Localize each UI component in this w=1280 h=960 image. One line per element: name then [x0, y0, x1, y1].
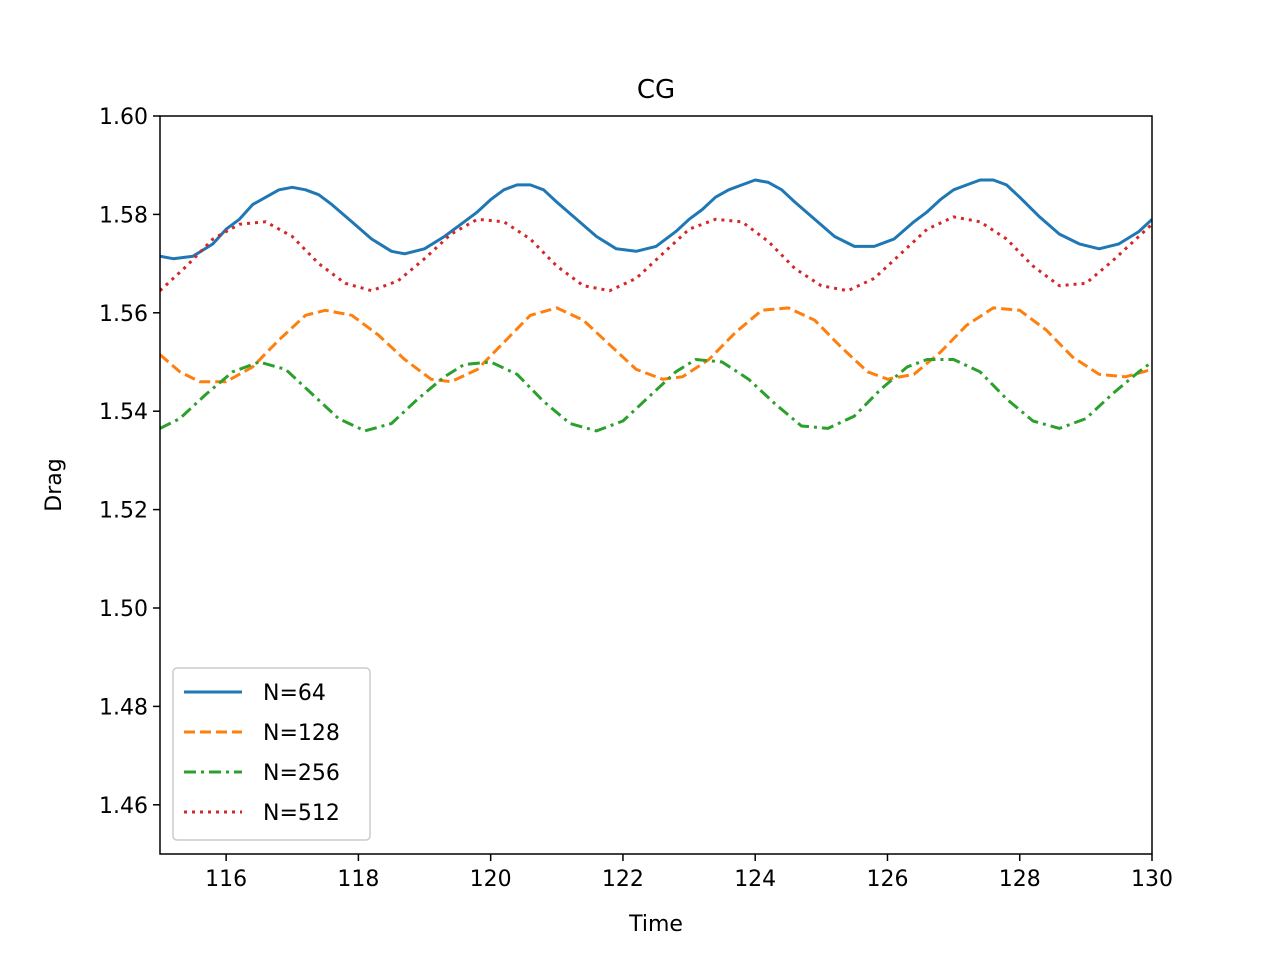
x-tick-label: 130	[1131, 867, 1173, 892]
series-line-n-64	[160, 178, 1152, 261]
x-tick-label: 126	[866, 867, 908, 892]
legend-label: N=256	[263, 761, 340, 786]
x-axis-label: Time	[628, 912, 683, 937]
y-tick-label: 1.48	[99, 695, 148, 720]
y-axis: 1.46 1.48 1.50 1.52 1.54 1.56 1.58 1.60	[99, 105, 160, 819]
x-tick-label: 122	[602, 867, 644, 892]
y-tick-label: 1.46	[99, 794, 148, 819]
legend-label: N=128	[263, 721, 340, 746]
x-tick-label: 128	[999, 867, 1041, 892]
y-axis-label: Drag	[42, 458, 67, 511]
x-tick-label: 116	[205, 867, 247, 892]
x-tick-label: 124	[734, 867, 776, 892]
chart-title: CG	[637, 75, 675, 105]
legend-label: N=64	[263, 681, 326, 706]
y-tick-label: 1.56	[99, 302, 148, 327]
y-tick-label: 1.58	[99, 203, 148, 228]
series-line-n-128	[160, 306, 1152, 384]
y-tick-label: 1.52	[99, 499, 148, 524]
legend-label: N=512	[263, 801, 340, 826]
y-tick-label: 1.60	[99, 105, 148, 130]
legend: N=64 N=128 N=256 N=512	[172, 667, 371, 841]
y-tick-label: 1.50	[99, 597, 148, 622]
series-group	[160, 178, 1152, 433]
series-line-n-512	[160, 215, 1152, 293]
x-tick-label: 118	[337, 867, 379, 892]
plot-frame	[159, 115, 1153, 855]
legend-box	[172, 667, 371, 841]
x-tick-label: 120	[470, 867, 512, 892]
series-line-n-256	[160, 358, 1152, 433]
x-axis: 116 118 120 122 124 126 128 130	[205, 854, 1173, 892]
plot-area	[159, 115, 1153, 855]
y-tick-label: 1.54	[99, 400, 148, 425]
